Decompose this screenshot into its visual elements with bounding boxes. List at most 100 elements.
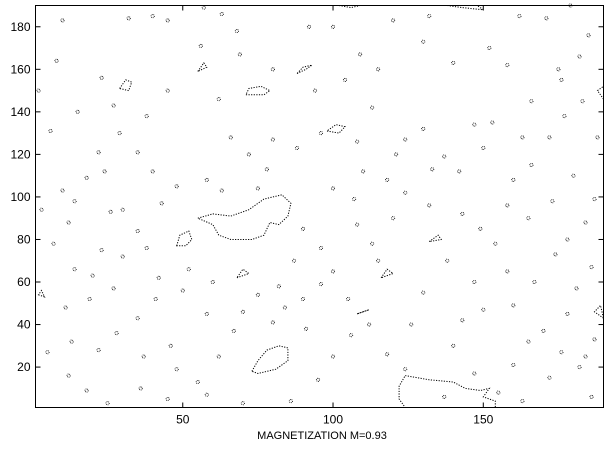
flipped-spin [490,120,495,125]
flipped-spin [505,63,510,68]
flipped-spin [135,316,140,321]
flipped-spin [291,258,297,263]
flipped-spin [583,354,588,359]
flipped-spin [201,5,206,10]
flipped-spin [102,169,107,174]
flipped-spin [120,207,125,212]
flipped-spin [403,137,408,142]
flipped-spin [300,226,306,231]
flipped-spin [75,109,80,114]
flipped-spin [427,14,432,19]
flipped-spin [520,135,525,140]
flipped-spin [51,241,56,246]
flipped-spin [556,67,561,72]
flipped-spin [517,14,522,19]
flipped-spin [237,52,242,57]
flipped-spin [342,77,348,82]
flipped-spin [96,348,101,353]
flipped-spin [111,286,116,291]
flipped-spin [150,169,155,174]
flipped-spin [562,114,567,119]
flipped-spin [403,190,408,195]
flipped-spin [126,16,131,21]
flipped-spin [394,152,399,157]
y-tick-label: 180 [10,20,30,34]
flipped-spin [520,399,525,404]
flipped-spin [346,296,351,302]
flipped-spin [219,11,224,17]
domain-contour [176,230,193,247]
flipped-spin [442,154,447,159]
flipped-spin [84,388,89,393]
flipped-spin [276,284,281,289]
flipped-spin [481,307,486,312]
flipped-spin [544,16,549,21]
flipped-spin [430,167,435,172]
flipped-spin [511,362,516,368]
flipped-spin [99,75,104,80]
flipped-spin [385,352,390,357]
flipped-spin [63,305,68,310]
flipped-spin [264,167,269,172]
flipped-spin [547,375,552,380]
flipped-spin [367,322,372,327]
flipped-spin [451,343,456,348]
flipped-spin [511,303,516,308]
flipped-spin [234,28,239,34]
flipped-spin [559,350,564,355]
flipped-spin [460,211,465,216]
flipped-spin [565,311,570,316]
flipped-spin [144,114,149,119]
flipped-spin [376,258,381,263]
flipped-spin [282,305,287,310]
flipped-spin [493,241,498,246]
flipped-spin [165,18,170,23]
flipped-spin [481,145,486,151]
flipped-spin [240,401,245,406]
flipped-spin [69,339,74,344]
flipped-spin [72,199,77,204]
x-tick-label: 150 [473,413,493,427]
y-tick-label: 160 [10,62,30,76]
flipped-spin [385,177,390,182]
flipped-spin [595,135,600,140]
flipped-spin [472,279,477,285]
flipped-spin [114,331,119,336]
flipped-spin [66,220,71,225]
flipped-spin [159,201,164,206]
flipped-spin [111,103,116,108]
flipped-spin [526,216,531,221]
flipped-spin [60,188,65,193]
flipped-spin [174,367,179,372]
flipped-spin [204,177,209,182]
flipped-spin [105,401,110,406]
flipped-spin [150,14,155,19]
flipped-spin [174,184,179,189]
flipped-spin [457,169,462,174]
flipped-spin [421,39,426,44]
flipped-spin [153,296,158,302]
flipped-spin [135,228,140,234]
flipped-spin [195,379,200,385]
flipped-spin [306,24,312,29]
flipped-spin [592,337,597,342]
flipped-spin [156,275,161,280]
flipped-spin [165,396,170,402]
flipped-spin [355,222,360,227]
flipped-spin [39,207,44,212]
flipped-spin [547,135,552,140]
y-tick-label: 60 [17,275,31,289]
flipped-spin [270,320,275,325]
flipped-spin [427,203,432,208]
flipped-spin [550,199,555,204]
y-tick-label: 100 [10,190,30,204]
flipped-spin [529,99,534,104]
flipped-spin [180,288,185,293]
domain-contour [356,309,370,315]
domain-contour [379,268,395,279]
flipped-spin [541,328,546,333]
domain-contour [325,124,346,134]
contour-marks [36,3,605,408]
domain-contour [245,85,271,96]
